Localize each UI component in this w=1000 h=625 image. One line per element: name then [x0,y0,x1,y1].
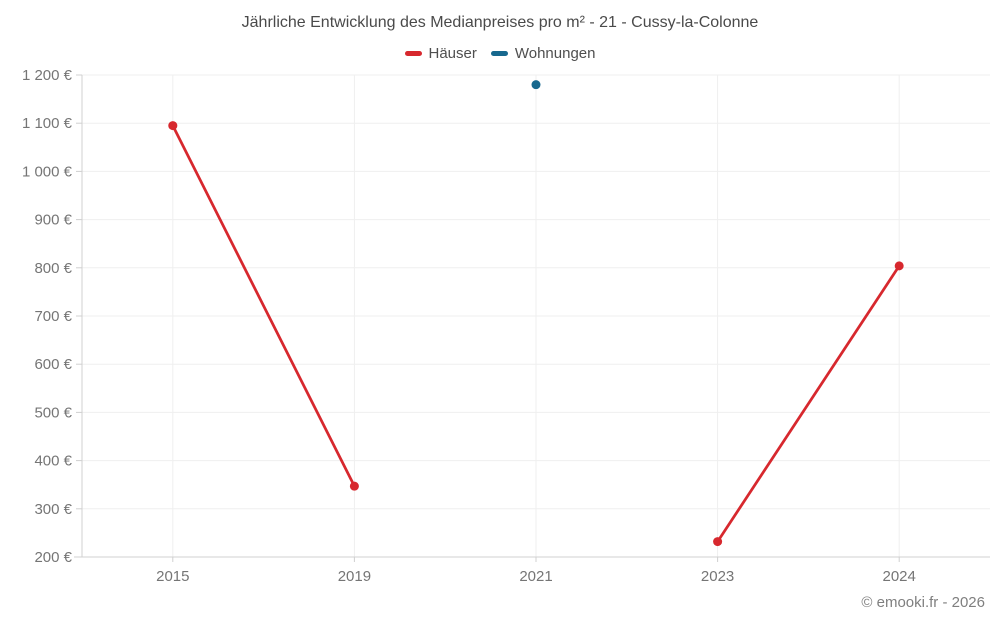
y-tick-label: 200 € [34,549,72,566]
y-tick-label: 700 € [34,308,72,325]
data-point-häuser-2023[interactable] [713,537,723,547]
x-tick-label: 2019 [338,568,371,585]
series-line-häuser [716,264,901,543]
x-tick-label: 2023 [701,568,734,585]
y-tick-label: 1 000 € [22,163,73,180]
data-point-häuser-2015[interactable] [168,121,178,131]
series-line-häuser [171,124,356,488]
y-tick-label: 1 100 € [22,115,73,132]
legend: Häuser Wohnungen [0,45,1000,62]
y-tick-label: 600 € [34,356,72,373]
y-tick-label: 400 € [34,453,72,470]
legend-item-haeuser[interactable]: Häuser [404,45,477,62]
wohnungen-series-swatch [490,51,508,56]
x-tick-label: 2021 [519,568,552,585]
y-tick-label: 1 200 € [22,67,73,84]
chart-title: Jährliche Entwicklung des Medianpreises … [241,14,759,31]
y-tick-label: 300 € [34,501,72,518]
data-point-wohnungen-2021[interactable] [531,80,541,90]
legend-label-wohnungen: Wohnungen [514,45,596,62]
legend-item-wohnungen[interactable]: Wohnungen [490,45,596,62]
haeuser-series-swatch [404,51,422,56]
data-point-häuser-2019[interactable] [349,481,359,491]
x-tick-label: 2015 [156,568,189,585]
legend-label-haeuser: Häuser [428,45,477,62]
x-tick-label: 2024 [883,568,916,585]
y-tick-label: 500 € [34,404,72,421]
copyright-text: © emooki.fr - 2026 [861,594,985,611]
data-point-häuser-2024[interactable] [894,261,904,271]
y-tick-label: 800 € [34,260,72,277]
y-tick-label: 900 € [34,212,72,229]
